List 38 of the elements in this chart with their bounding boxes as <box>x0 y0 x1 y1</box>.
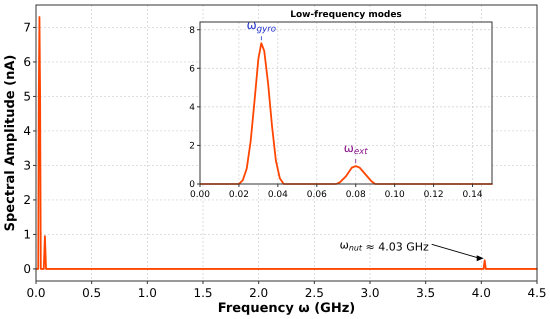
y-tick-label: 8 <box>189 26 196 36</box>
x-tick-label: 0.08 <box>346 190 366 200</box>
x-tick-label: 0.02 <box>228 190 249 200</box>
annotation: ω$_{nut}$ ≈ 4.03 GHz <box>340 238 430 254</box>
line-series <box>199 42 493 185</box>
x-tick-label: 0.06 <box>306 190 328 200</box>
y-tick-label: 0 <box>189 180 196 190</box>
x-tick-label: 0.00 <box>190 190 210 200</box>
chart-title: Low-frequency modes <box>290 10 402 20</box>
y-tick-label: 5 <box>23 90 31 104</box>
x-tick-label: 0.5 <box>82 286 102 300</box>
annotation: ω$_{gyro}$ <box>246 18 276 34</box>
x-axis-title: Frequency ω (GHz) <box>218 301 356 316</box>
x-tick-label: 4.5 <box>527 286 547 300</box>
y-axis-title: Spectral Amplitude (nA) <box>3 54 18 232</box>
y-tick-label: 7 <box>23 20 31 35</box>
x-tick-label: 1.0 <box>138 286 157 300</box>
y-tick-label: 4 <box>189 103 196 114</box>
y-tick-label: 1 <box>23 228 31 242</box>
x-tick-label: 1.5 <box>193 286 213 300</box>
x-tick-label: 2.0 <box>249 286 268 300</box>
y-tick-label: 3 <box>23 158 31 173</box>
y-tick-label: 4 <box>23 124 31 138</box>
y-tick-label: 6 <box>23 55 31 70</box>
x-tick-label: 0.10 <box>384 190 405 200</box>
x-tick-label: 0.12 <box>424 190 444 200</box>
y-tick-label: 2 <box>189 142 195 152</box>
y-tick-label: 0 <box>23 262 31 276</box>
x-tick-label: 0.04 <box>268 190 288 200</box>
x-tick-label: 4.0 <box>472 286 491 300</box>
x-tick-label: 0.14 <box>462 190 483 200</box>
x-tick-label: 3.0 <box>360 286 380 300</box>
x-tick-label: 2.5 <box>304 286 324 300</box>
x-tick-label: 0.0 <box>26 286 46 300</box>
y-tick-label: 6 <box>189 64 196 74</box>
x-tick-label: 3.5 <box>416 286 436 300</box>
annotation: ω$_{ext}$ <box>344 141 368 158</box>
y-tick-label: 2 <box>23 193 31 208</box>
